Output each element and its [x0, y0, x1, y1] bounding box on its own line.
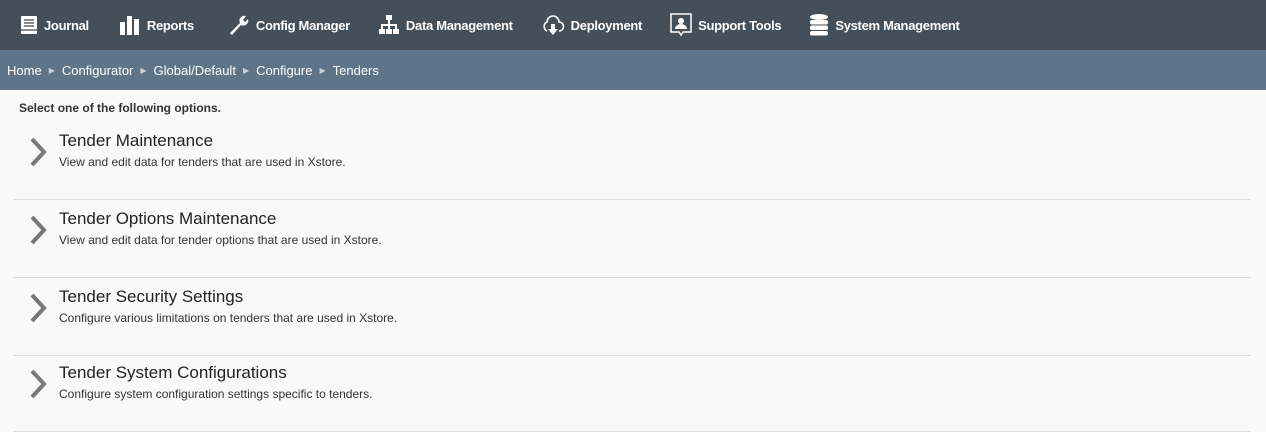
breadcrumb-configurator[interactable]: Configurator	[61, 62, 134, 78]
chevron-right-icon	[30, 137, 47, 167]
option-description: View and edit data for tender options th…	[59, 233, 382, 247]
nav-support-tools[interactable]: Support Tools	[670, 13, 782, 37]
chevron-right-icon	[30, 293, 47, 323]
breadcrumb-separator-icon: ▶	[140, 65, 147, 75]
nav-reports[interactable]: Reports	[119, 14, 194, 36]
option-tender-security-settings[interactable]: Tender Security Settings Configure vario…	[13, 278, 1251, 356]
chevron-right-icon	[30, 369, 47, 399]
option-title: Tender Security Settings	[59, 287, 244, 306]
option-description: Configure various limitations on tenders…	[59, 311, 398, 325]
breadcrumb-separator-icon: ▶	[319, 65, 326, 75]
nav-deployment[interactable]: Deployment	[541, 14, 642, 36]
database-icon	[810, 14, 829, 36]
nav-journal[interactable]: Journal	[20, 15, 89, 35]
wrench-icon	[229, 15, 249, 35]
book-icon	[21, 16, 37, 34]
support-person-icon	[670, 13, 692, 37]
top-nav: Journal Reports Config Manager Data Mana…	[0, 0, 1266, 50]
option-description: View and edit data for tenders that are …	[59, 155, 346, 169]
chevron-right-icon	[30, 215, 47, 245]
bar-chart-icon	[119, 16, 139, 35]
breadcrumb: Home ▶ Configurator ▶ Global/Default ▶ Conf…	[0, 50, 1266, 90]
option-tender-system-configurations[interactable]: Tender System Configurations Configure s…	[13, 356, 1251, 432]
option-tender-maintenance[interactable]: Tender Maintenance View and edit data fo…	[13, 122, 1251, 200]
breadcrumb-configure[interactable]: Configure	[256, 62, 313, 78]
option-description: Configure system configuration settings …	[59, 387, 373, 401]
option-title: Tender System Configurations	[59, 363, 287, 382]
option-title: Tender Maintenance	[59, 131, 214, 150]
breadcrumb-home[interactable]: Home	[7, 62, 42, 78]
option-tender-options-maintenance[interactable]: Tender Options Maintenance View and edit…	[13, 200, 1251, 278]
breadcrumb-separator-icon: ▶	[48, 65, 55, 75]
breadcrumb-current: Tenders	[332, 62, 379, 78]
nav-config-manager[interactable]: Config Manager	[228, 14, 350, 36]
option-title: Tender Options Maintenance	[59, 209, 277, 228]
cloud-download-icon	[543, 15, 564, 35]
intro-text: Select one of the following options.	[19, 101, 221, 115]
breadcrumb-separator-icon: ▶	[242, 65, 250, 75]
nav-system-management[interactable]: System Management	[809, 13, 960, 37]
nav-data-management[interactable]: Data Management	[378, 14, 513, 36]
breadcrumb-global-default[interactable]: Global/Default	[153, 62, 236, 78]
sitemap-icon	[378, 15, 399, 34]
